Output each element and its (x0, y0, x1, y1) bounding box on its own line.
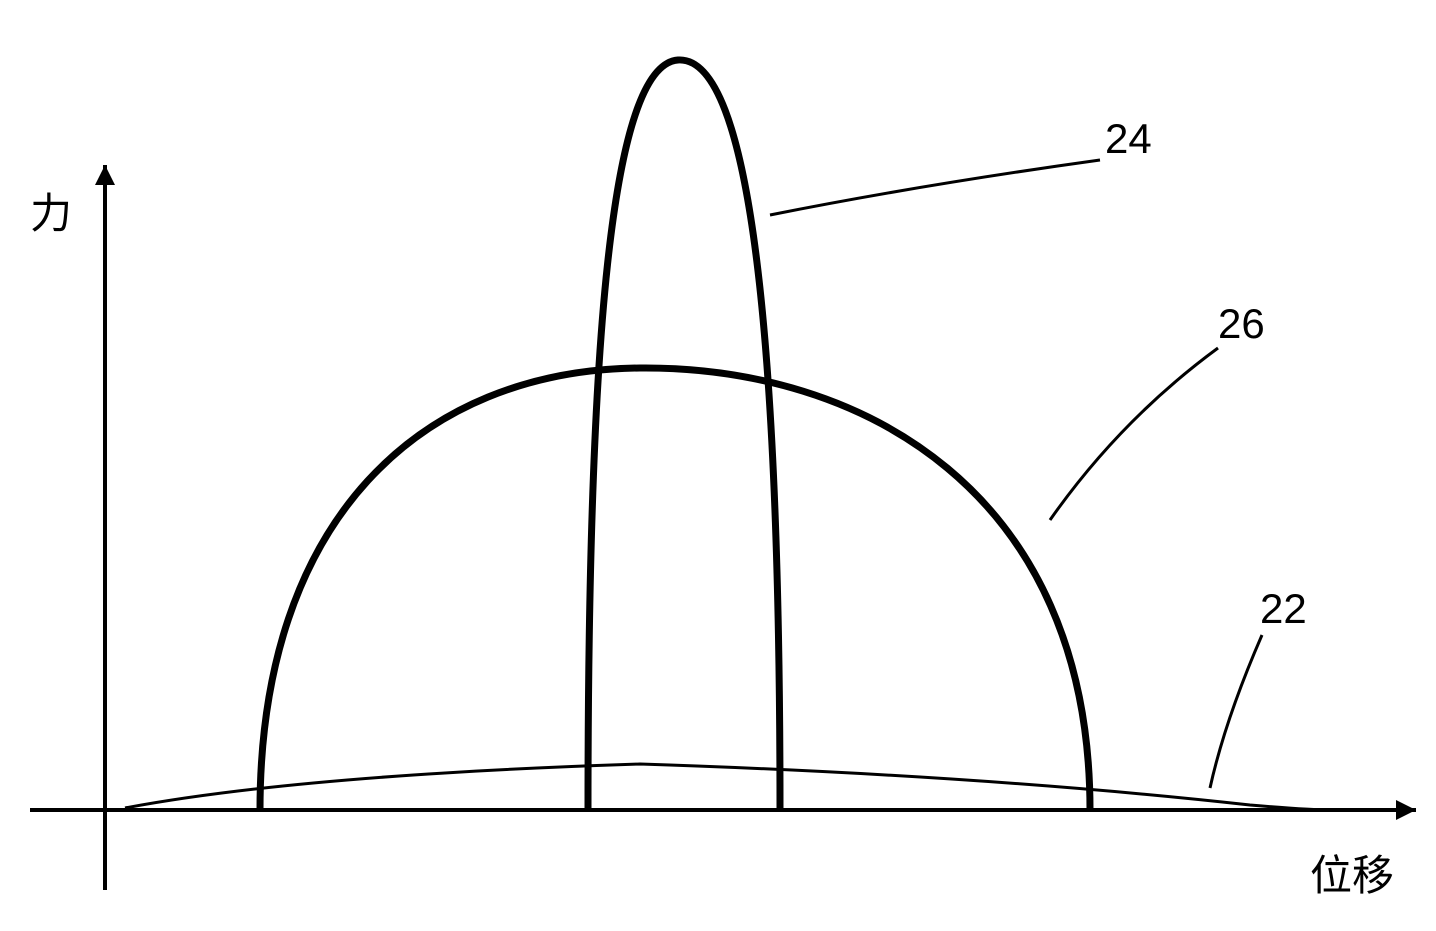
force-displacement-chart: 力 位移 24 26 22 (0, 0, 1436, 931)
callout-label-26: 26 (1218, 300, 1265, 348)
y-axis-arrowhead (95, 165, 115, 185)
curve-24 (588, 60, 780, 810)
curve-22 (125, 764, 1330, 810)
callout-leader-26 (1050, 348, 1218, 520)
curve-26 (260, 368, 1090, 810)
callout-leader-22 (1210, 635, 1262, 788)
x-axis-label: 位移 (1310, 842, 1394, 903)
callout-label-24: 24 (1105, 115, 1152, 163)
chart-svg (0, 0, 1436, 931)
y-axis-label: 力 (30, 180, 72, 241)
x-axis-arrowhead (1396, 800, 1416, 820)
callout-leader-24 (770, 160, 1100, 215)
callout-label-22: 22 (1260, 585, 1307, 633)
